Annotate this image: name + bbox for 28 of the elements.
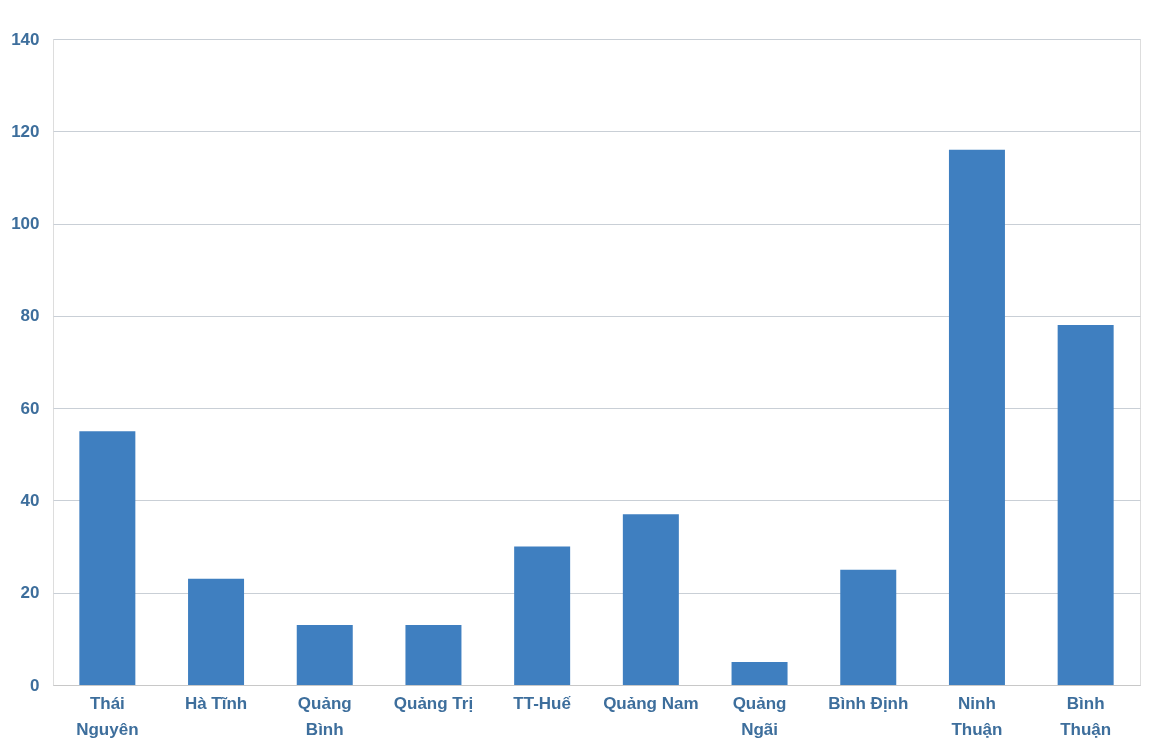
bar [188, 578, 245, 685]
bar [622, 514, 679, 685]
y-tick-label: 100 [11, 214, 40, 234]
y-tick-label: 140 [11, 29, 40, 49]
bar [731, 661, 788, 685]
bar [79, 431, 136, 685]
y-tick-label: 40 [20, 490, 40, 510]
y-tick-label: 60 [20, 398, 40, 418]
bar [405, 625, 462, 685]
bar [514, 546, 571, 685]
bar [1057, 325, 1114, 685]
x-tick-label: Bình Định [828, 693, 909, 713]
x-tick-label: Bình Thuận [1060, 693, 1112, 739]
bar [840, 569, 897, 685]
y-tick-label: 0 [30, 675, 40, 695]
x-tick-label: Thái Nguyên [76, 693, 139, 739]
y-tick-label: 120 [11, 121, 40, 141]
x-tick-label: TT-Huế [513, 693, 572, 713]
x-tick-label: Ninh Thuận [951, 693, 1003, 739]
x-tick-label: Quảng Bình [297, 693, 352, 739]
x-tick-label: Quảng Trị [393, 693, 474, 713]
bar [296, 625, 353, 685]
x-tick-label: Quảng Nam [603, 693, 699, 713]
x-tick-label: Hà Tĩnh [184, 693, 248, 713]
bar [948, 149, 1005, 685]
y-tick-label: 20 [20, 583, 40, 603]
y-tick-label: 80 [20, 306, 40, 326]
x-tick-label: Quảng Ngãi [732, 693, 787, 739]
